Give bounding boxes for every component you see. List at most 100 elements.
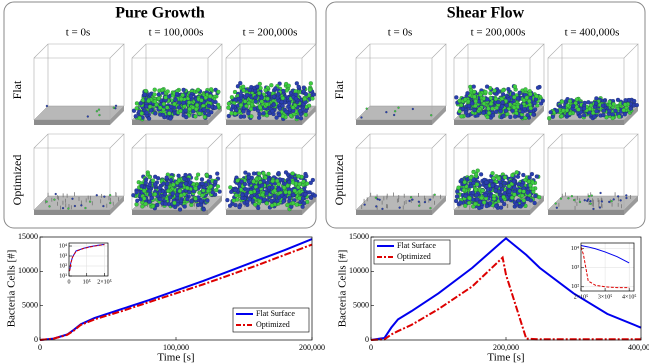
bacterium [197, 191, 201, 195]
bacterium [620, 199, 622, 201]
bacterium [164, 95, 168, 99]
bacterium [165, 176, 169, 180]
legend-label: Flat Surface [397, 241, 436, 250]
x-tick-label: 0 [369, 343, 373, 352]
bacterium [575, 97, 579, 101]
bacterium [196, 88, 200, 92]
bacterium [298, 109, 302, 113]
bacterium [525, 96, 529, 100]
bacterium [266, 181, 270, 185]
y-tick-label: 10⁴ [59, 243, 67, 249]
bacterium [412, 108, 414, 110]
bacterium [635, 103, 639, 107]
bacterium [503, 175, 507, 179]
bacterium [272, 103, 276, 107]
bacterium [312, 93, 316, 97]
bacterium [555, 109, 559, 113]
bacterium [305, 182, 309, 186]
bacterium [295, 115, 299, 119]
bacterium [262, 111, 266, 115]
bacterium [71, 198, 73, 200]
bacterium [622, 108, 626, 112]
bacterium [153, 88, 157, 92]
bacterium [190, 199, 194, 203]
bacterium [455, 195, 459, 199]
bacterium [142, 196, 146, 200]
bacterium [277, 113, 281, 117]
bacterium [148, 200, 152, 204]
bacterium [519, 104, 523, 108]
bacterium [193, 114, 197, 118]
bacterium [199, 98, 203, 102]
row-label: Optimized [10, 155, 24, 206]
bacterium [591, 195, 593, 197]
bacterium [288, 196, 292, 200]
bacterium [227, 102, 231, 106]
bacterium [524, 87, 528, 91]
bacterium [181, 101, 185, 105]
bacterium [253, 203, 257, 207]
bacterium [148, 175, 152, 179]
bacterium [153, 192, 157, 196]
bacterium [264, 88, 268, 92]
bacterium [184, 182, 188, 186]
bacterium [307, 104, 311, 108]
bacterium [252, 172, 256, 176]
bacterium [103, 196, 105, 198]
bacterium [177, 105, 181, 109]
bacterium [135, 106, 139, 110]
bacterium [482, 111, 486, 115]
bacterium [161, 113, 165, 117]
plate-top [34, 106, 124, 120]
bacterium [236, 179, 240, 183]
bacterium [613, 198, 615, 200]
bacterium [261, 193, 265, 197]
bacterium [477, 206, 481, 210]
bacterium [248, 88, 252, 92]
bacterium [601, 113, 605, 117]
bacterium [165, 105, 169, 109]
bacterium [475, 197, 479, 201]
bacterium [501, 100, 505, 104]
bacterium [149, 108, 153, 112]
bacterium [512, 179, 516, 183]
bacterium [142, 189, 146, 193]
bacterium [512, 192, 516, 196]
bacterium [481, 189, 485, 193]
bacterium [257, 91, 261, 95]
bacterium [138, 116, 142, 120]
bacterium [196, 173, 200, 177]
bacterium [303, 97, 307, 101]
bacterium [459, 103, 463, 107]
bacterium [360, 116, 362, 118]
bacterium [67, 208, 69, 210]
bacterium [145, 111, 149, 115]
bacterium [313, 194, 317, 198]
bacterium [209, 185, 213, 189]
bacterium [140, 184, 144, 188]
bacterium [582, 113, 586, 117]
plate-front [356, 210, 432, 215]
bacterium [197, 185, 201, 189]
bacterium [299, 116, 303, 120]
time-label: t = 200,000s [243, 27, 298, 39]
bacterium [216, 184, 220, 188]
bacterium [196, 203, 200, 207]
x-tick-label: 2×10⁵ [97, 279, 111, 285]
bacterium [480, 196, 484, 200]
legend-label: Optimized [256, 320, 290, 329]
bacterium [139, 101, 143, 105]
bacterium [298, 182, 302, 186]
bacterium [209, 87, 213, 91]
bacterium [494, 110, 498, 114]
bacterium [237, 205, 241, 209]
bacterium [617, 115, 621, 119]
bacterium [462, 188, 466, 192]
bacterium [556, 207, 558, 209]
bacterium [247, 101, 251, 105]
bacterium [269, 83, 273, 87]
bacterium [589, 200, 591, 202]
bacterium [566, 103, 570, 107]
bacterium [287, 180, 291, 184]
bacterium [513, 85, 517, 89]
